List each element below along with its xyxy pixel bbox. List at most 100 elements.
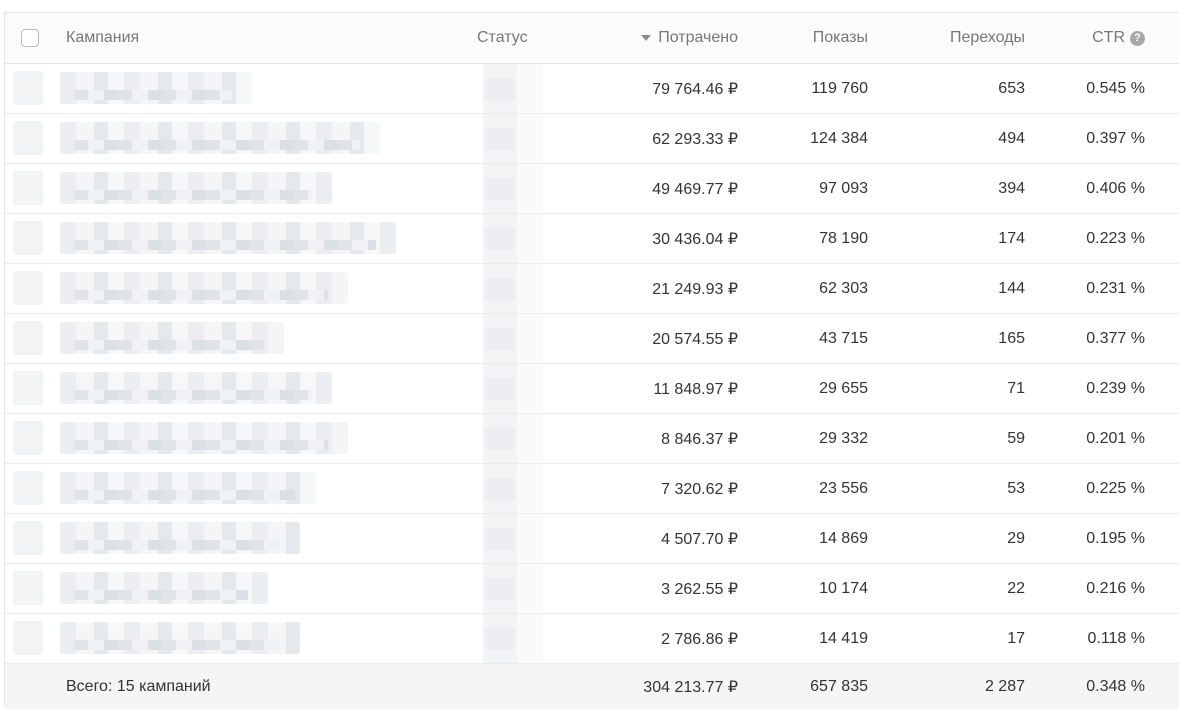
table-row[interactable]: 20 574.55 ₽ 43 715 165 0.377 % — [5, 314, 1179, 364]
cell-clicks: 22 — [1007, 579, 1025, 597]
cell-spent: 62 293.33 ₽ — [652, 130, 738, 148]
cell-clicks: 17 — [1007, 629, 1025, 647]
campaign-name-blurred[interactable] — [60, 122, 380, 154]
column-header-ctr-label: CTR — [1092, 29, 1125, 46]
cell-shows: 119 760 — [811, 79, 868, 97]
cell-clicks: 144 — [998, 279, 1025, 297]
table-row[interactable]: 49 469.77 ₽ 97 093 394 0.406 % — [5, 164, 1179, 214]
footer-total-shows: 657 835 — [810, 677, 868, 695]
cell-ctr: 0.216 % — [1086, 579, 1145, 597]
table-row[interactable]: 11 848.97 ₽ 29 655 71 0.239 % — [5, 364, 1179, 414]
help-icon[interactable]: ? — [1130, 30, 1145, 46]
cell-clicks: 653 — [998, 79, 1025, 97]
campaign-name-blurred[interactable] — [60, 172, 332, 204]
table-row[interactable]: 62 293.33 ₽ 124 384 494 0.397 % — [5, 114, 1179, 164]
row-checkbox-blurred[interactable] — [13, 371, 43, 405]
column-header-shows[interactable]: Показы — [813, 13, 868, 63]
table-row[interactable]: 79 764.46 ₽ 119 760 653 0.545 % — [5, 64, 1179, 114]
cell-clicks: 494 — [998, 129, 1025, 147]
cell-ctr: 0.406 % — [1086, 179, 1145, 197]
column-header-clicks[interactable]: Переходы — [950, 13, 1025, 63]
campaign-name-blurred[interactable] — [60, 522, 300, 554]
cell-spent: 11 848.97 ₽ — [653, 380, 738, 398]
footer-total-spent: 304 213.77 ₽ — [643, 678, 738, 696]
cell-spent: 3 262.55 ₽ — [661, 580, 738, 598]
cell-clicks: 174 — [998, 229, 1025, 247]
row-checkbox-blurred[interactable] — [13, 121, 43, 155]
campaign-status-blurred — [483, 314, 579, 363]
cell-shows: 29 655 — [819, 379, 868, 397]
cell-ctr: 0.231 % — [1086, 279, 1145, 297]
campaign-status-blurred — [483, 214, 579, 263]
cell-ctr: 0.545 % — [1086, 79, 1145, 97]
campaign-name-blurred[interactable] — [60, 572, 268, 604]
table-row[interactable]: 2 786.86 ₽ 14 419 17 0.118 % — [5, 614, 1179, 664]
cell-ctr: 0.225 % — [1086, 479, 1145, 497]
cell-ctr: 0.201 % — [1086, 429, 1145, 447]
column-header-shows-label: Показы — [812, 29, 868, 46]
row-checkbox-blurred[interactable] — [13, 621, 43, 655]
campaign-name-blurred[interactable] — [60, 422, 348, 454]
cell-shows: 10 174 — [819, 579, 868, 597]
column-header-campaign[interactable]: Кампания — [66, 13, 139, 63]
campaign-name-blurred[interactable] — [60, 72, 252, 104]
cell-ctr: 0.397 % — [1086, 129, 1145, 147]
column-header-spent[interactable]: Потрачено — [641, 13, 738, 63]
cell-shows: 14 419 — [819, 629, 868, 647]
footer-total-ctr: 0.348 % — [1086, 677, 1145, 695]
cell-spent: 30 436.04 ₽ — [652, 230, 738, 248]
campaign-status-blurred — [483, 264, 579, 313]
table-footer: Всего: 15 кампаний 304 213.77 ₽ 657 835 … — [5, 664, 1179, 709]
row-checkbox-blurred[interactable] — [13, 421, 43, 455]
row-checkbox-blurred[interactable] — [13, 471, 43, 505]
cell-ctr: 0.223 % — [1086, 229, 1145, 247]
cell-spent: 8 846.37 ₽ — [661, 430, 738, 448]
row-checkbox-blurred[interactable] — [13, 321, 43, 355]
cell-shows: 62 303 — [819, 279, 868, 297]
cell-spent: 79 764.46 ₽ — [652, 80, 738, 98]
table-row[interactable]: 21 249.93 ₽ 62 303 144 0.231 % — [5, 264, 1179, 314]
cell-spent: 21 249.93 ₽ — [652, 280, 738, 298]
cell-clicks: 165 — [998, 329, 1025, 347]
cell-clicks: 53 — [1007, 479, 1025, 497]
campaign-name-blurred[interactable] — [60, 272, 348, 304]
campaign-name-blurred[interactable] — [60, 372, 332, 404]
row-checkbox-blurred[interactable] — [13, 521, 43, 555]
sort-desc-icon — [641, 35, 652, 41]
column-header-clicks-label: Переходы — [949, 29, 1025, 46]
row-checkbox-blurred[interactable] — [13, 71, 43, 105]
column-header-campaign-label: Кампания — [66, 29, 140, 46]
campaign-status-blurred — [483, 464, 579, 513]
footer-total-clicks: 2 287 — [984, 677, 1025, 695]
campaign-name-blurred[interactable] — [60, 622, 300, 654]
campaign-status-blurred — [483, 114, 579, 163]
cell-clicks: 71 — [1007, 379, 1025, 397]
campaign-status-blurred — [483, 614, 579, 663]
column-header-status[interactable]: Статус — [477, 13, 528, 63]
cell-shows: 43 715 — [819, 329, 868, 347]
row-checkbox-blurred[interactable] — [13, 271, 43, 305]
campaign-name-blurred[interactable] — [60, 222, 396, 254]
cell-shows: 78 190 — [819, 229, 868, 247]
table-row[interactable]: 4 507.70 ₽ 14 869 29 0.195 % — [5, 514, 1179, 564]
campaign-name-blurred[interactable] — [60, 472, 316, 504]
cell-ctr: 0.118 % — [1087, 629, 1145, 647]
campaign-name-blurred[interactable] — [60, 322, 284, 354]
cell-clicks: 394 — [998, 179, 1025, 197]
select-all-checkbox-cell[interactable] — [19, 13, 41, 63]
table-row[interactable]: 8 846.37 ₽ 29 332 59 0.201 % — [5, 414, 1179, 464]
cell-spent: 4 507.70 ₽ — [661, 530, 738, 548]
row-checkbox-blurred[interactable] — [13, 571, 43, 605]
cell-shows: 124 384 — [810, 129, 868, 147]
campaign-status-blurred — [483, 164, 579, 213]
table-row[interactable]: 7 320.62 ₽ 23 556 53 0.225 % — [5, 464, 1179, 514]
campaign-status-blurred — [483, 414, 579, 463]
table-row[interactable]: 30 436.04 ₽ 78 190 174 0.223 % — [5, 214, 1179, 264]
select-all-checkbox[interactable] — [21, 29, 39, 47]
cell-shows: 29 332 — [819, 429, 868, 447]
column-header-ctr[interactable]: CTR ? — [1092, 13, 1145, 63]
table-row[interactable]: 3 262.55 ₽ 10 174 22 0.216 % — [5, 564, 1179, 614]
row-checkbox-blurred[interactable] — [13, 171, 43, 205]
cell-shows: 23 556 — [819, 479, 868, 497]
row-checkbox-blurred[interactable] — [13, 221, 43, 255]
